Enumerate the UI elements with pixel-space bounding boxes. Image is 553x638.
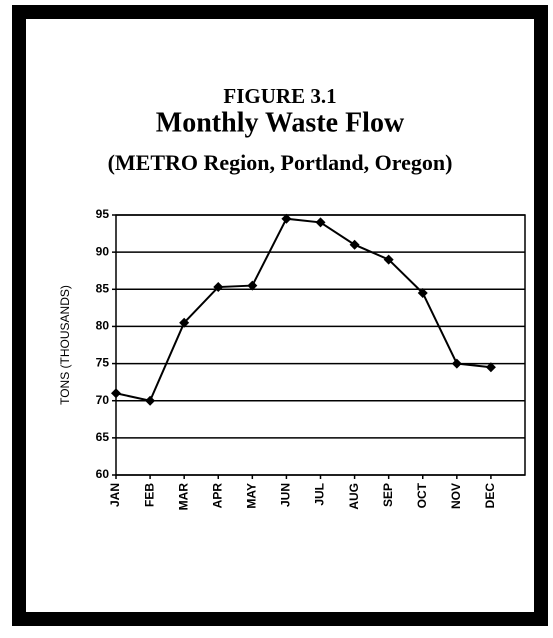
x-tick-label: JUL [313,483,327,506]
y-tick-label: 95 [96,207,110,221]
x-tick-label: FEB [142,483,156,507]
x-tick-label: SEP [381,483,395,507]
marker [179,317,190,328]
x-tick-label: AUG [347,483,361,510]
marker [247,280,258,291]
y-tick-label: 75 [96,356,110,370]
marker [383,254,394,265]
figure-label: FIGURE 3.1 [223,84,336,108]
marker [213,282,224,293]
y-axis-label: TONS (THOUSANDS) [58,285,72,405]
marker [417,288,428,298]
x-tick-label: APR [210,483,224,509]
y-tick-label: 90 [96,244,110,258]
marker [111,388,121,399]
x-tick-label: MAY [245,483,259,509]
chart-subtitle: (METRO Region, Portland, Oregon) [108,150,453,175]
marker [145,395,156,406]
y-tick-label: 80 [96,319,110,333]
x-tick-label: JAN [108,483,122,507]
y-tick-label: 70 [96,393,110,407]
marker [281,213,292,224]
frame [12,5,548,626]
marker [349,239,360,250]
x-tick-label: NOV [449,483,463,509]
chart-title: Monthly Waste Flow [156,107,405,138]
x-tick-label: JUN [279,483,293,507]
y-tick-label: 85 [96,281,110,295]
line [115,217,492,402]
y-tick-label: 65 [96,430,110,444]
x-tick-label: DEC [483,483,497,509]
x-tick-label: MAR [176,483,190,511]
marker [451,358,462,369]
x-tick-label: OCT [415,482,429,508]
marker [485,362,496,373]
marker [315,217,326,228]
y-tick-label: 60 [96,467,110,481]
